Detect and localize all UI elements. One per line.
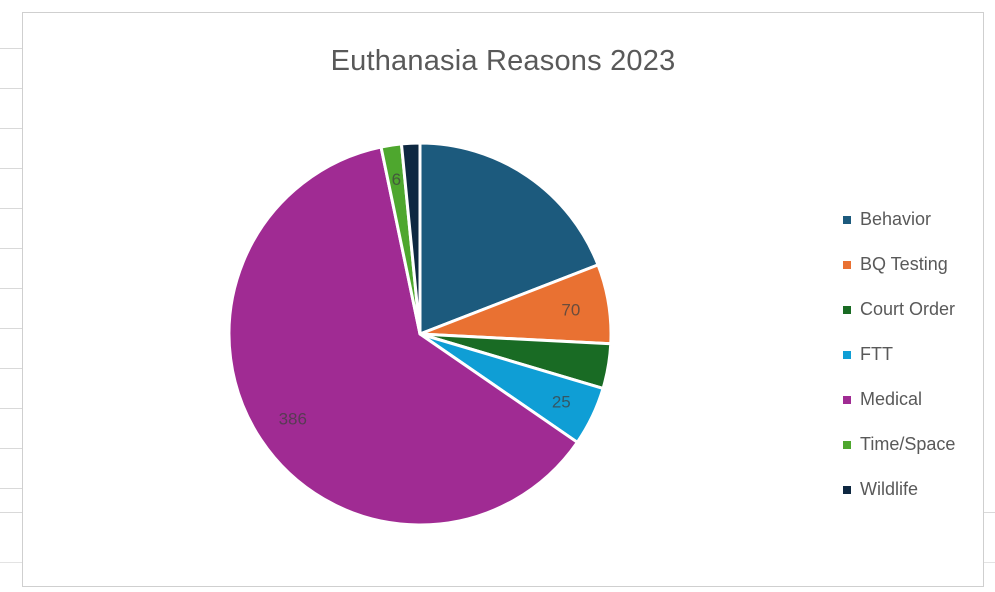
legend-item[interactable]: Time/Space (843, 422, 955, 467)
gridline (0, 88, 22, 89)
gridline (0, 48, 22, 49)
chart-title: Euthanasia Reasons 2023 (330, 45, 676, 77)
gridline (0, 448, 22, 449)
legend-label: Court Order (860, 299, 956, 319)
chart-area[interactable]: Euthanasia Reasons 2023 70 25 386 6 Behavio… (22, 12, 984, 587)
legend-swatch (843, 260, 851, 269)
data-label: 70 (561, 301, 580, 320)
gridline (0, 368, 22, 369)
gridline (0, 168, 22, 169)
legend-label: Wildlife (860, 479, 919, 499)
legend-item[interactable]: BQ Testing (843, 242, 955, 287)
legend-item[interactable]: Medical (843, 377, 955, 422)
chart-legend: Behavior BQ Testing Court Order FTT Medical T… (843, 197, 955, 512)
data-label: 25 (552, 393, 571, 412)
legend-label: Medical (860, 389, 923, 409)
legend-swatch (843, 440, 851, 449)
legend-swatch (843, 350, 851, 359)
gridline (0, 248, 22, 249)
gridline (0, 328, 22, 329)
legend-swatch (843, 215, 851, 224)
legend-item[interactable]: Court Order (843, 287, 955, 332)
legend-item[interactable]: Behavior (843, 197, 955, 242)
pie-slice-wildlife[interactable] (399, 141, 422, 336)
legend-item[interactable]: FTT (843, 332, 955, 377)
legend-item[interactable]: Wildlife (843, 467, 955, 512)
gridline (0, 408, 22, 409)
gridline (0, 208, 22, 209)
gridline (0, 488, 22, 489)
pie-slice-behavior[interactable] (418, 141, 600, 336)
pie-slice-medical[interactable] (227, 145, 579, 527)
gridline (0, 128, 22, 129)
legend-label: BQ Testing (860, 254, 948, 274)
legend-label: Behavior (860, 209, 932, 229)
data-label: 6 (392, 170, 401, 189)
gridline (0, 288, 22, 289)
legend-label: Time/Space (860, 434, 956, 454)
pie-chart: 70 25 386 6 (227, 141, 613, 527)
legend-swatch (843, 395, 851, 404)
legend-label: FTT (860, 344, 893, 364)
data-label: 386 (279, 410, 307, 429)
legend-swatch (843, 485, 851, 494)
legend-swatch (843, 305, 851, 314)
